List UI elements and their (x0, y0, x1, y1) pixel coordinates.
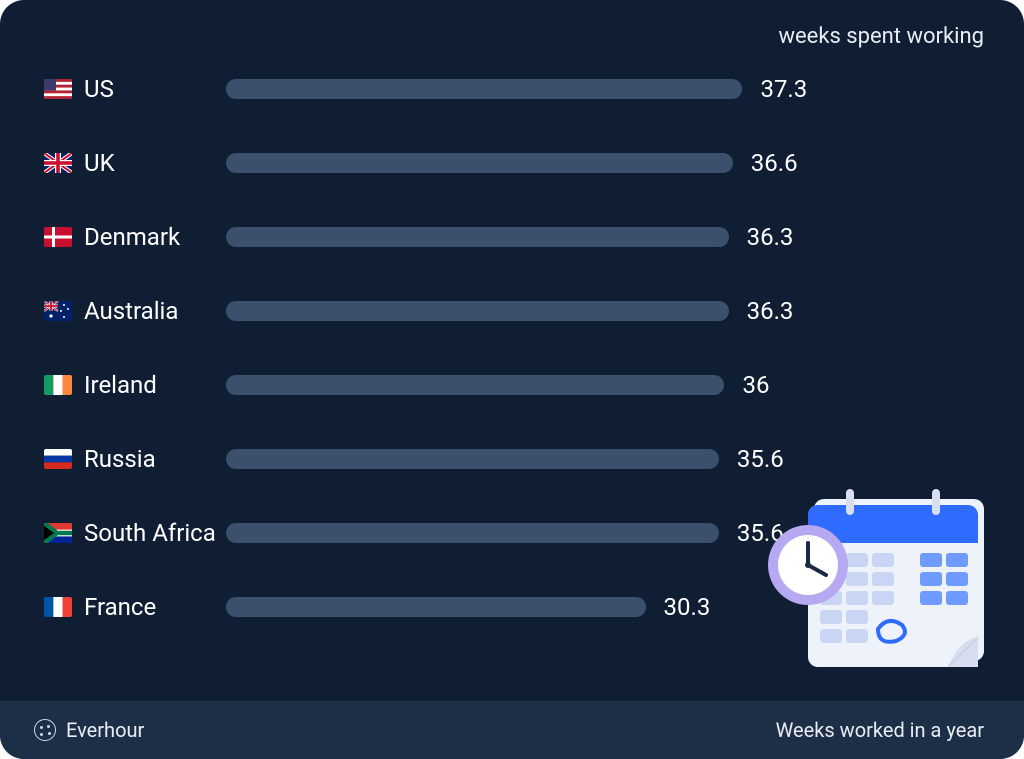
brand-label: Everhour (66, 718, 144, 742)
bar (226, 375, 724, 395)
bar-row: UK 36.6 (44, 133, 984, 193)
country-label: Russia (76, 445, 226, 473)
bar (226, 301, 729, 321)
bar-value: 35.6 (737, 445, 784, 473)
country-label: Australia (76, 297, 226, 325)
bar-wrap: 36.3 (226, 223, 984, 251)
bar-wrap: 30.3 (226, 593, 984, 621)
gb-flag-icon (44, 153, 76, 173)
bar-value: 36 (742, 371, 769, 399)
bar-row: Australia 36.3 (44, 281, 984, 341)
bar-value: 36.3 (747, 223, 794, 251)
bar-wrap: 36.6 (226, 149, 984, 177)
dk-flag-icon (44, 227, 76, 247)
bar-value: 30.3 (664, 593, 711, 621)
country-label: US (76, 75, 226, 103)
fr-flag-icon (44, 597, 76, 617)
footer-bar: Everhour Weeks worked in a year (0, 701, 1024, 759)
chart-title: weeks spent working (0, 0, 1024, 59)
bar-value: 36.6 (751, 149, 798, 177)
bar (226, 597, 646, 617)
bar (226, 449, 719, 469)
bar-row: Denmark 36.3 (44, 207, 984, 267)
ie-flag-icon (44, 375, 76, 395)
bar-row: South Africa 35.6 (44, 503, 984, 563)
country-label: Ireland (76, 371, 226, 399)
everhour-logo-icon (34, 719, 56, 741)
bar-wrap: 37.3 (226, 75, 984, 103)
bar (226, 227, 729, 247)
bar-wrap: 36 (226, 371, 984, 399)
bar-value: 35.6 (737, 519, 784, 547)
bar-row: Ireland 36 (44, 355, 984, 415)
bar (226, 79, 742, 99)
country-label: UK (76, 149, 226, 177)
infographic-card: weeks spent working US 37.3 UK 36.6 Denmark 3… (0, 0, 1024, 759)
za-flag-icon (44, 523, 76, 543)
bar-row: US 37.3 (44, 59, 984, 119)
footer-caption: Weeks worked in a year (776, 718, 984, 742)
country-label: South Africa (76, 519, 226, 547)
country-label: Denmark (76, 223, 226, 251)
au-flag-icon (44, 301, 76, 321)
bar-row: France 30.3 (44, 577, 984, 637)
bar-wrap: 35.6 (226, 445, 984, 473)
bar-wrap: 36.3 (226, 297, 984, 325)
brand: Everhour (34, 718, 144, 742)
us-flag-icon (44, 79, 76, 99)
bar-value: 36.3 (747, 297, 794, 325)
bar-rows: US 37.3 UK 36.6 Denmark 36.3 Australia 36.3 Irel… (0, 59, 1024, 701)
bar (226, 523, 719, 543)
country-label: France (76, 593, 226, 621)
bar (226, 153, 733, 173)
bar-row: Russia 35.6 (44, 429, 984, 489)
bar-value: 37.3 (760, 75, 807, 103)
ru-flag-icon (44, 449, 76, 469)
bar-wrap: 35.6 (226, 519, 984, 547)
